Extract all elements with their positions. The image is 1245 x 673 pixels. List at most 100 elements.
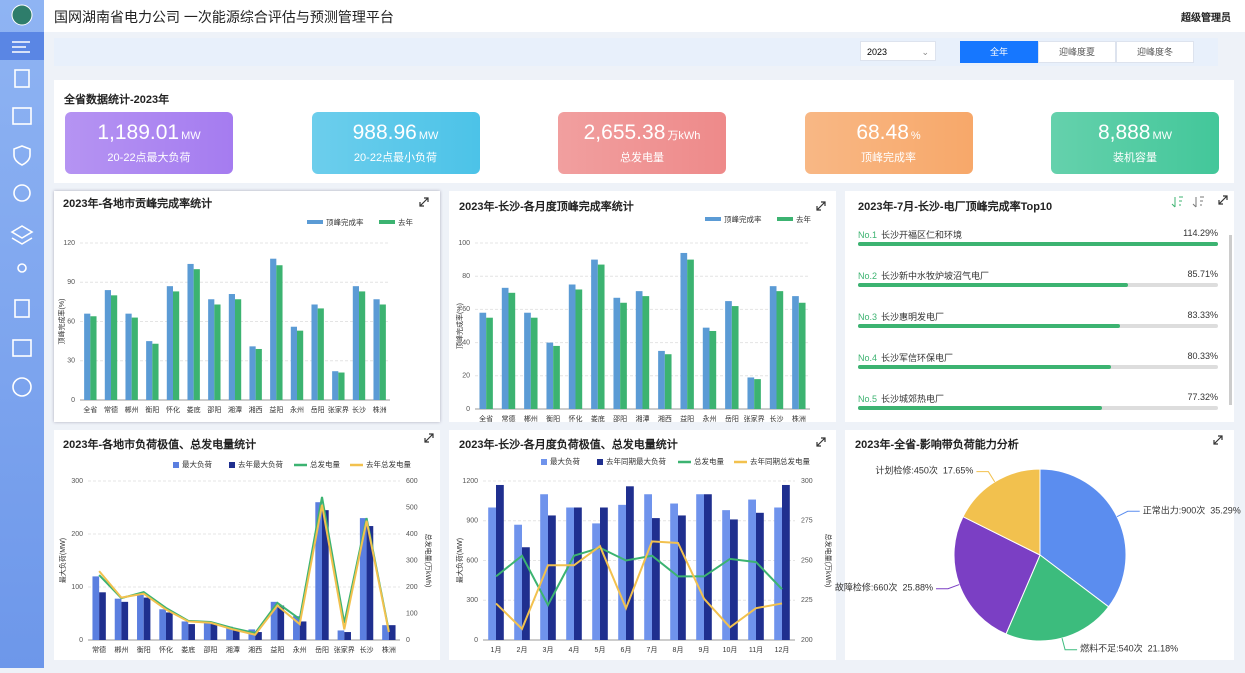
bar [546,342,554,409]
expand-icon[interactable] [816,201,826,211]
menu-icon[interactable] [14,69,30,88]
expand-icon[interactable] [419,197,429,207]
bar [193,269,200,400]
stat-value: 2,655.38 [583,121,666,144]
menu-active[interactable] [0,32,44,60]
tab[interactable]: 迎峰度冬 [1116,41,1194,63]
bar [277,605,285,640]
expand-icon[interactable] [424,433,434,443]
bar [687,259,694,409]
rank-track [858,406,1218,410]
pie-label-value: 21.18% [1148,644,1179,654]
bar [203,621,211,640]
x-tick-label: 永州 [703,414,717,423]
bar [114,598,122,640]
stat-label: 20-22点最小负荷 [353,152,438,164]
bar [496,484,504,640]
sort-icon[interactable] [1192,196,1204,208]
menu-icon[interactable] [12,339,32,357]
bar [488,507,496,640]
legend-swatch [229,462,235,468]
y-tick-label: 40 [462,339,470,346]
expand-icon[interactable] [1218,195,1228,205]
legend-label: 最大负荷 [182,459,212,469]
x-tick-label: 娄底 [187,405,201,414]
legend-label: 最大负荷 [550,456,580,466]
menu-icon[interactable] [12,377,32,397]
x-tick-label: 全省 [479,414,493,423]
pie-label-name: 正常出力:900次 [1143,505,1206,516]
bar [540,494,548,640]
y-tick-label: 1200 [462,478,478,485]
bar [166,612,173,640]
bar [548,515,556,640]
bar [792,296,799,409]
expand-icon[interactable] [1213,435,1223,445]
y-tick-label: 30 [67,358,75,365]
bar [255,632,262,640]
y-tick-label: 120 [63,240,75,247]
x-tick-label: 9月 [699,646,710,654]
chart-title: 2023年-各地市贡峰完成率统计 [63,196,212,210]
legend-label: 总发电量 [694,456,724,466]
menu-icon[interactable] [14,299,30,318]
x-tick-label: 湘西 [249,405,263,414]
bar [747,377,755,409]
menu-icon[interactable] [17,263,27,273]
menu-icon[interactable] [13,145,31,166]
menu-icon[interactable] [10,225,34,245]
y-tick-label: 0 [466,406,470,413]
x-tick-label: 株洲 [792,414,806,423]
stat-label: 20-22点最大负荷 [107,152,191,164]
x-tick-label: 永州 [293,645,307,654]
user-name[interactable]: 超级管理员 [1181,13,1231,24]
tab[interactable]: 全年 [960,41,1038,63]
sort-icon[interactable] [1171,196,1183,208]
bar [188,624,195,640]
y2-tick-label: 600 [406,478,418,485]
year-select[interactable]: 2023 ⌄ [860,41,936,61]
rank-track [858,324,1218,328]
bar [618,504,626,640]
rank-row: No.5 长沙城郊热电厂 77.32% [858,392,1218,410]
bar [680,252,688,409]
y-tick-label: 100 [458,240,470,247]
bar [181,621,189,640]
menu-icon[interactable] [13,184,31,202]
bar [255,348,262,400]
menu-icon[interactable] [12,41,30,53]
legend-swatch [379,220,395,224]
bar [104,290,111,400]
stat-card: 1,189.01 MW 20-22点最大负荷 [65,112,233,174]
bar [121,601,129,640]
leader-line [935,584,960,590]
rank-value: 77.32% [1187,392,1218,402]
tab[interactable]: 迎峰度夏 [1038,41,1116,63]
y-tick-label: 60 [462,306,470,313]
bar [574,507,582,640]
leader-line [1116,510,1140,518]
pie-label-value: 25.88% [902,583,933,593]
expand-icon[interactable] [816,437,826,447]
pie-label: 计划检修:450次 17.65% [875,465,973,476]
stat-value-line: 2,655.38 万kWh [558,121,726,145]
stat-value-line: 68.48% [805,121,973,145]
rank-row: No.3 长沙惠明发电厂 83.33% [858,310,1218,328]
menu-icon[interactable] [12,107,32,125]
y-axis-label: 最大负荷(MW) [455,538,464,583]
rank-bar [858,242,1218,246]
leader-line [976,471,996,483]
stat-value-line: 8,888 MW [1051,121,1219,145]
x-tick-label: 岳阳 [315,645,329,654]
header: 国网湖南省电力公司 一次能源综合评估与预测管理平台 超级管理员 [44,0,1245,32]
rank-name: 长沙军信环保电厂 [881,353,954,363]
bar [297,330,304,400]
x-tick-label: 湘潭 [636,414,650,423]
y-tick-label: 200 [71,531,83,538]
x-tick-label: 益阳 [680,414,694,423]
legend-swatch [173,462,179,468]
pie-slice [1005,554,1110,642]
x-tick-label: 常德 [502,414,516,423]
y-tick-label: 90 [67,279,75,286]
y2-tick-label: 250 [801,557,813,564]
